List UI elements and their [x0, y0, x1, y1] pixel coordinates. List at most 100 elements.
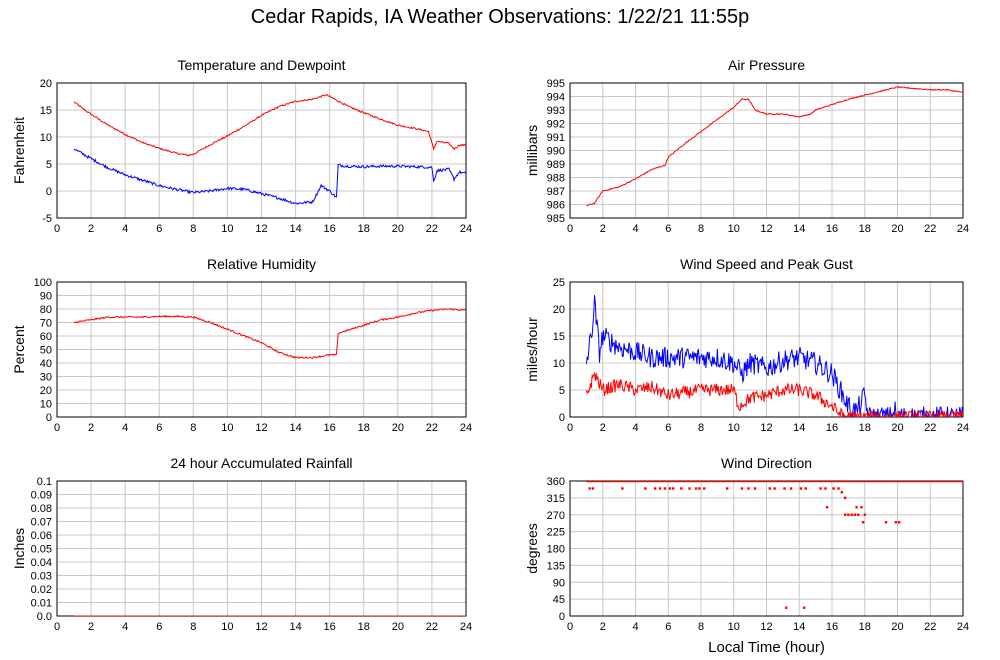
x-tick-label: 20 — [891, 422, 903, 434]
wind-direction-point — [753, 487, 757, 490]
y-tick-label: 986 — [547, 200, 565, 212]
y-axis-label: Fahrenheit — [11, 117, 27, 184]
wind-direction-point — [847, 513, 850, 516]
wind-direction-point — [855, 506, 858, 509]
wind-direction-point — [824, 487, 827, 490]
wind-direction-point — [860, 506, 863, 509]
x-tick-label: 6 — [156, 621, 162, 633]
y-tick-label: 15 — [553, 331, 565, 343]
y-tick-label: -5 — [42, 213, 52, 225]
y-tick-label: 135 — [547, 560, 565, 572]
y-tick-label: 270 — [547, 510, 565, 522]
chart-title: Air Pressure — [728, 57, 805, 73]
x-tick-label: 14 — [793, 223, 805, 235]
x-tick-label: 18 — [859, 621, 871, 633]
y-tick-label: 100 — [34, 277, 52, 289]
y-tick-label: 985 — [547, 213, 565, 225]
y-tick-label: 40 — [40, 358, 52, 370]
x-tick-label: 22 — [924, 621, 936, 633]
y-tick-label: 60 — [40, 331, 52, 343]
chart-title: Wind Direction — [721, 455, 812, 471]
wind-direction-point — [799, 487, 803, 490]
x-tick-label: 6 — [665, 223, 671, 235]
x-tick-label: 22 — [426, 223, 438, 235]
wind-direction-point — [843, 513, 847, 516]
series-line-0 — [73, 94, 466, 157]
y-tick-label: 15 — [40, 105, 52, 117]
wind-direction-point — [653, 487, 657, 490]
x-tick-label: 12 — [760, 621, 772, 633]
y-tick-label: 990 — [547, 146, 565, 158]
y-tick-label: 0.09 — [31, 490, 52, 502]
wind-direction-point — [850, 513, 853, 516]
x-tick-label: 20 — [392, 621, 404, 633]
x-tick-label: 10 — [728, 422, 740, 434]
x-tick-label: 2 — [88, 621, 94, 633]
wind-direction-point — [773, 487, 776, 490]
wind-direction-point — [644, 487, 647, 490]
wind-direction-point — [668, 487, 672, 490]
x-tick-label: 2 — [88, 223, 94, 235]
y-tick-label: 0.08 — [31, 503, 52, 515]
y-axis-label: Inches — [11, 528, 27, 569]
x-tick-label: 10 — [728, 621, 740, 633]
wind-direction-point — [832, 487, 835, 490]
plot-area — [586, 85, 963, 207]
x-tick-label: 4 — [122, 223, 128, 235]
y-tick-label: 995 — [547, 78, 565, 90]
plot-frame — [569, 82, 964, 219]
x-tick-label: 12 — [255, 621, 267, 633]
plot-area — [586, 481, 963, 609]
x-tick-label: 0 — [54, 223, 60, 235]
y-tick-label: 0.06 — [31, 530, 52, 542]
wind-direction-point — [853, 513, 857, 516]
wind-direction-point — [884, 521, 888, 524]
wind-direction-point — [857, 513, 860, 516]
x-tick-label: 4 — [122, 621, 128, 633]
x-tick-label: 4 — [632, 223, 638, 235]
wind-direction-point — [658, 487, 662, 490]
y-tick-label: 0.1 — [37, 476, 52, 488]
wind-direction-point — [819, 487, 822, 490]
x-tick-label: 8 — [698, 223, 704, 235]
x-tick-label: 24 — [460, 422, 472, 434]
y-tick-label: 70 — [40, 318, 52, 330]
x-tick-label: 24 — [957, 223, 969, 235]
series-line-0 — [586, 85, 963, 207]
x-tick-label: 6 — [665, 422, 671, 434]
x-tick-label: 18 — [358, 422, 370, 434]
y-axis-label: degrees — [524, 523, 540, 574]
y-axis-label: miles/hour — [524, 317, 540, 382]
plot-frame — [56, 82, 467, 219]
wind-direction-point — [588, 487, 591, 490]
x-tick-label: 10 — [221, 422, 233, 434]
x-tick-label: 24 — [957, 621, 969, 633]
wind-direction-point — [703, 487, 706, 490]
y-tick-label: 80 — [40, 304, 52, 316]
x-tick-label: 18 — [358, 223, 370, 235]
x-tick-label: 8 — [190, 223, 196, 235]
y-tick-label: 30 — [40, 372, 52, 384]
chart-title: Relative Humidity — [207, 256, 316, 272]
wind-direction-point — [825, 506, 829, 509]
x-tick-label: 16 — [324, 422, 336, 434]
x-tick-label: 16 — [324, 223, 336, 235]
x-tick-label: 14 — [289, 223, 301, 235]
wind-direction-point — [783, 487, 786, 490]
plot-frame — [569, 281, 964, 418]
x-tick-label: 16 — [826, 223, 838, 235]
y-tick-label: 0.04 — [31, 557, 52, 569]
x-tick-label: 22 — [924, 223, 936, 235]
x-tick-label: 20 — [392, 422, 404, 434]
x-tick-label: 22 — [924, 422, 936, 434]
x-tick-label: 24 — [460, 621, 472, 633]
x-tick-label: 4 — [122, 422, 128, 434]
plot-area — [73, 94, 466, 205]
y-tick-label: 25 — [553, 277, 565, 289]
y-tick-label: 5 — [559, 385, 565, 397]
